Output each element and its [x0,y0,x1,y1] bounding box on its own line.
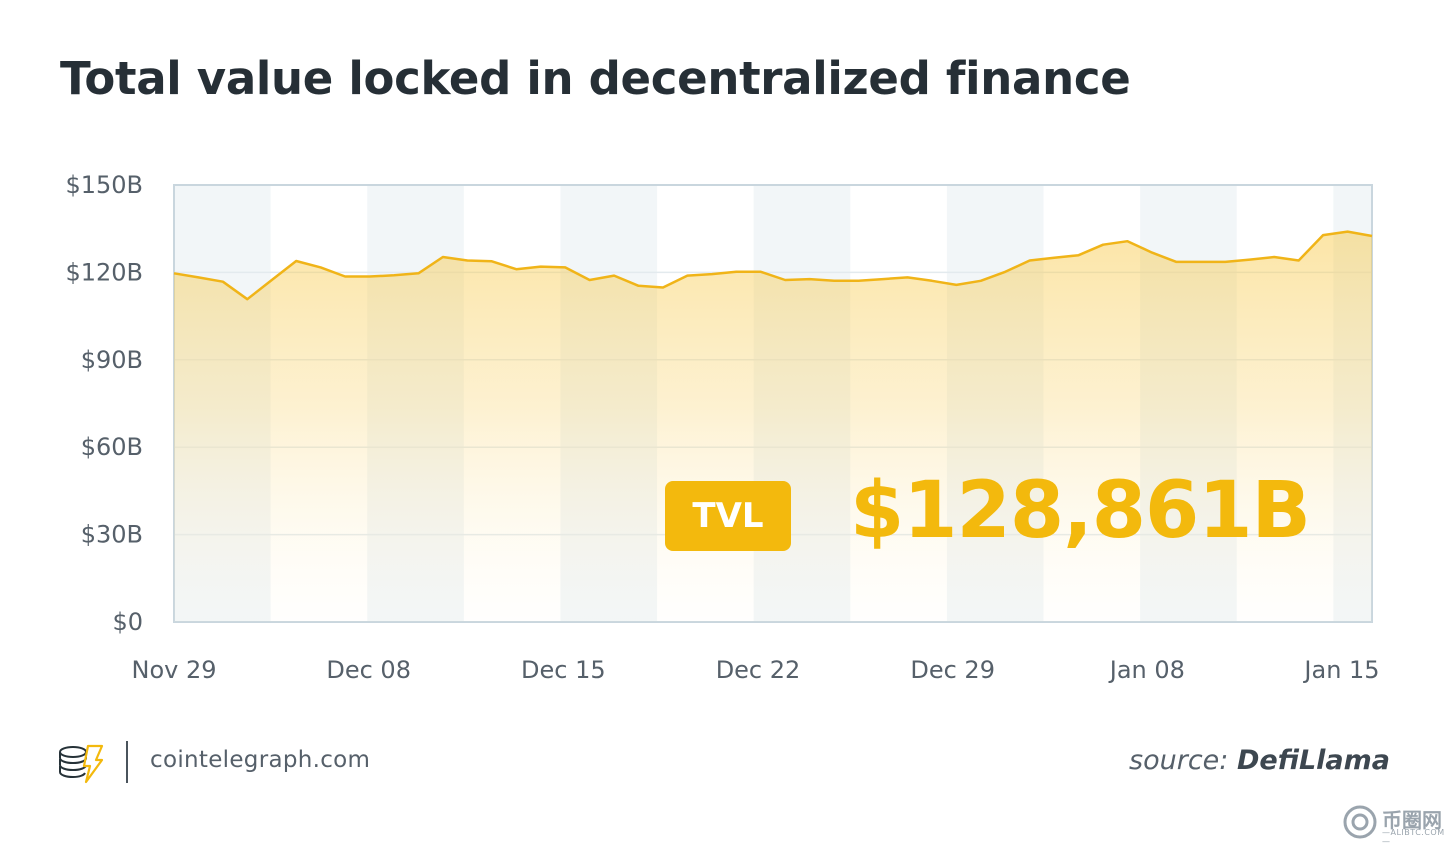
y-tick-label: $30B [81,521,143,549]
tvl-line [173,230,1373,301]
x-tick-label: Jan 15 [1302,656,1379,684]
y-tick-label: $150B [65,171,143,199]
source-prefix: source: [1129,745,1229,776]
y-tick-label: $120B [65,258,143,286]
x-tick-label: Dec 22 [716,656,801,684]
x-tick-label: Dec 15 [521,656,606,684]
cointelegraph-logo-icon [59,744,104,784]
watermark-text: 币圈网 [1382,808,1442,832]
x-tick-label: Dec 29 [910,656,995,684]
watermark-subtext: —ALIBTC.COM— [1382,828,1445,846]
tvl-value: $128,861B [850,466,1311,556]
tvl-badge: TVL [665,481,791,551]
source-credit: source: DefiLlama [1129,745,1390,776]
footer-site: cointelegraph.com [150,747,371,773]
tvl-area [174,231,1372,622]
x-tick-label: Jan 08 [1108,656,1185,684]
watermark: 币圈网 —ALIBTC.COM— [1340,800,1450,846]
x-tick-label: Dec 08 [326,656,411,684]
footer-divider [126,741,128,783]
source-name: DefiLlama [1236,745,1390,776]
x-tick-label: Nov 29 [131,656,216,684]
y-axis-ticks: $0 $30B $60B $90B $120B $150B [65,171,143,636]
y-tick-label: $60B [81,433,143,461]
x-axis-ticks: Nov 29 Dec 08 Dec 15 Dec 22 Dec 29 Jan 08 Jan … [131,656,1379,684]
y-tick-label: $0 [112,608,143,636]
chart-title: Total value locked in decentralized fina… [60,52,1131,105]
watermark-logo-icon [1343,805,1377,839]
y-tick-label: $90B [81,346,143,374]
